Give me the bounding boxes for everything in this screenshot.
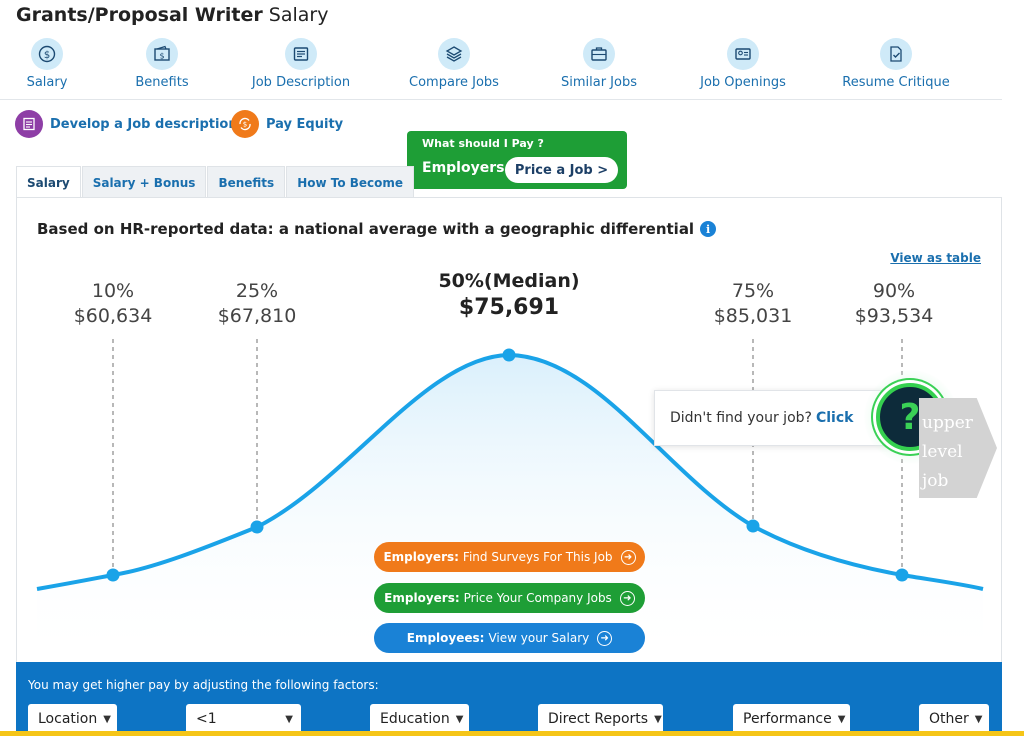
other-select[interactable]: Other ▼ xyxy=(919,704,989,734)
direct-reports-select[interactable]: Direct Reports ▼ xyxy=(538,704,663,734)
arrow-right-icon: ➜ xyxy=(619,590,635,606)
resume-check-icon xyxy=(880,38,912,70)
tab-how-to-become[interactable]: How To Become xyxy=(286,166,415,198)
chevron-down-icon: ▼ xyxy=(285,713,293,725)
svg-text:$: $ xyxy=(243,121,247,129)
nav-salary[interactable]: $ Salary xyxy=(0,38,122,90)
chart-heading: Based on HR-reported data: a national av… xyxy=(37,220,717,238)
price-a-job-button[interactable]: Price a Job > xyxy=(505,157,618,183)
find-surveys-button[interactable]: Employers: Find Surveys For This Job ➜ xyxy=(374,542,645,572)
percentile-10-label: 10% $60,634 xyxy=(73,280,153,327)
nav-label: Similar Jobs xyxy=(560,75,637,90)
tab-benefits[interactable]: Benefits xyxy=(207,166,286,198)
factors-title: You may get higher pay by adjusting the … xyxy=(28,678,379,692)
bottom-highlight-strip xyxy=(0,731,1024,736)
layers-icon xyxy=(438,38,470,70)
point-25 xyxy=(250,520,264,534)
question-mark-icon: ? xyxy=(899,396,921,438)
svg-text:$: $ xyxy=(44,50,50,61)
dollar-icon: $ xyxy=(31,38,63,70)
page-title: Grants/Proposal Writer Salary xyxy=(16,4,329,26)
tab-salary[interactable]: Salary xyxy=(16,166,81,198)
pay-box-employers: Employers xyxy=(422,160,505,176)
percentile-75-label: 75% $85,031 xyxy=(713,280,793,327)
upper-level-job-text: upper level job xyxy=(922,413,973,491)
nav-label: Salary xyxy=(26,75,68,90)
chevron-down-icon: ▼ xyxy=(974,713,983,725)
percentile-median-label: 50%(Median) $75,691 xyxy=(438,270,580,320)
nav-similar-jobs[interactable]: Similar Jobs xyxy=(524,38,674,90)
svg-text:$: $ xyxy=(159,52,164,61)
popup-click-link[interactable]: Click xyxy=(815,410,854,426)
wallet-icon: $ xyxy=(146,38,178,70)
point-75 xyxy=(746,519,760,533)
develop-job-description-link[interactable]: Develop a Job description xyxy=(15,110,238,138)
info-icon[interactable]: i xyxy=(700,221,717,237)
chevron-down-icon: ▼ xyxy=(837,713,846,725)
pay-factors-panel: You may get higher pay by adjusting the … xyxy=(16,662,1002,736)
nav-benefits[interactable]: $ Benefits xyxy=(87,38,237,90)
point-10 xyxy=(106,568,120,582)
arrow-right-icon: ➜ xyxy=(597,630,613,646)
nav-label: Resume Critique xyxy=(842,75,950,90)
nav-job-openings[interactable]: Job Openings xyxy=(668,38,818,90)
job-description-icon xyxy=(15,110,43,138)
price-company-jobs-button[interactable]: Employers: Price Your Company Jobs ➜ xyxy=(374,583,645,613)
nav-label: Job Openings xyxy=(700,75,786,90)
chevron-down-icon: ▼ xyxy=(654,713,662,725)
nav-resume-critique[interactable]: Resume Critique xyxy=(821,38,971,90)
point-50 xyxy=(502,348,516,362)
upper-level-job-tag[interactable]: upper level job xyxy=(919,398,997,498)
top-nav: $ Salary $ Benefits Job Description Comp… xyxy=(0,38,1002,100)
percentile-90-label: 90% $93,534 xyxy=(854,280,934,327)
performance-select[interactable]: Performance ▼ xyxy=(733,704,850,734)
nav-label: Compare Jobs xyxy=(409,75,499,90)
nav-label: Benefits xyxy=(135,75,189,90)
document-icon xyxy=(285,38,317,70)
id-card-icon xyxy=(727,38,759,70)
view-your-salary-button[interactable]: Employees: View your Salary ➜ xyxy=(374,623,645,653)
view-as-table-link[interactable]: View as table xyxy=(890,251,981,265)
point-90 xyxy=(895,568,909,582)
education-select[interactable]: Education ▼ xyxy=(370,704,469,734)
didnt-find-job-popup: Didn't find your job? Click xyxy=(654,390,906,446)
nav-compare-jobs[interactable]: Compare Jobs xyxy=(379,38,529,90)
experience-select[interactable]: <1 ▼ xyxy=(186,704,301,734)
salary-bell-curve xyxy=(36,339,984,664)
pay-equity-label: Pay Equity xyxy=(266,116,344,132)
what-should-i-pay-box: What should I Pay ? Employers Price a Jo… xyxy=(407,131,627,189)
salary-tabs: Salary Salary + Bonus Benefits How To Be… xyxy=(16,166,415,198)
nav-label: Job Description xyxy=(251,75,351,90)
chevron-down-icon: ▼ xyxy=(103,713,111,725)
curve-fill xyxy=(37,355,983,664)
percentile-25-label: 25% $67,810 xyxy=(217,280,297,327)
nav-job-description[interactable]: Job Description xyxy=(226,38,376,90)
pay-equity-icon: $ xyxy=(231,110,259,138)
chevron-down-icon: ▼ xyxy=(455,713,464,725)
pay-equity-link[interactable]: $ Pay Equity xyxy=(231,110,343,138)
location-select[interactable]: Location ▼ xyxy=(28,704,117,734)
develop-link-label: Develop a Job description xyxy=(50,116,238,132)
pay-box-question: What should I Pay ? xyxy=(422,137,544,150)
tab-salary-bonus[interactable]: Salary + Bonus xyxy=(81,166,207,198)
briefcase-icon xyxy=(583,38,615,70)
popup-text: Didn't find your job? xyxy=(670,410,812,426)
arrow-right-icon: ➜ xyxy=(620,549,636,565)
